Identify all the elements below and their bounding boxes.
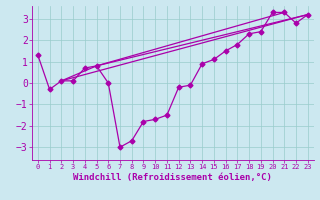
X-axis label: Windchill (Refroidissement éolien,°C): Windchill (Refroidissement éolien,°C) (73, 173, 272, 182)
